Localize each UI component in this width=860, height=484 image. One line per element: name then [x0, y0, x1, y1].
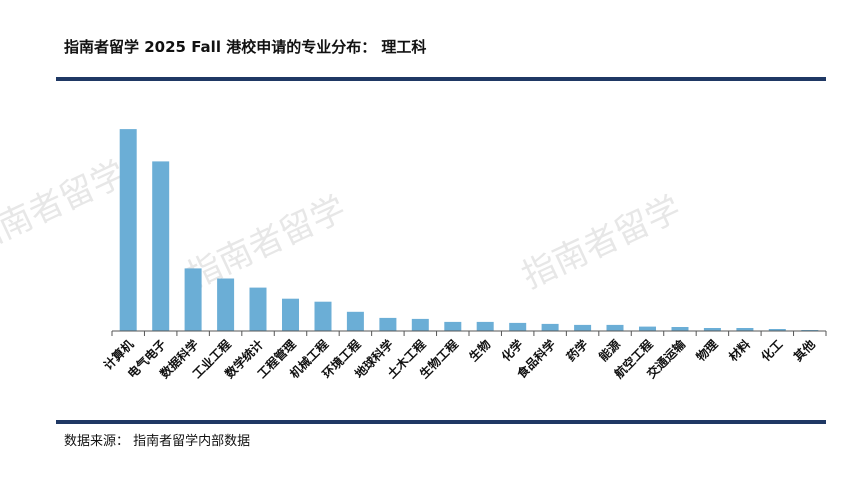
bar-19	[736, 328, 754, 331]
bar-7	[346, 311, 364, 331]
bottom-rule	[56, 420, 826, 424]
bar-8	[379, 317, 397, 331]
x-axis-ticks	[111, 331, 827, 336]
tick-label-19: 材料	[725, 337, 753, 365]
bar-3	[217, 278, 235, 331]
bar-17	[671, 327, 689, 331]
bar-6	[314, 301, 332, 331]
bars-group	[119, 129, 819, 331]
bar-13	[541, 323, 559, 331]
bar-2	[184, 268, 202, 331]
tick-label-11: 生物	[466, 337, 494, 365]
bar-14	[574, 324, 592, 331]
bar-9	[411, 318, 429, 331]
x-axis-tick-labels: 计算机电气电子数据科学工业工程数学统计工程管理机械工程环境工程地球科学土木工程生…	[100, 336, 818, 382]
tick-label-14: 药学	[563, 337, 591, 365]
bar-4	[249, 287, 267, 331]
bar-15	[606, 324, 624, 331]
bar-12	[509, 322, 527, 331]
bar-16	[639, 326, 656, 331]
tick-label-21: 其他	[790, 337, 818, 365]
tick-label-20: 化工	[758, 337, 786, 365]
bar-20	[768, 329, 786, 331]
bar-10	[444, 321, 462, 331]
tick-label-15: 能源	[596, 337, 624, 365]
chart-title: 指南者留学 2025 Fall 港校申请的专业分布： 理工科	[64, 38, 427, 56]
bar-1	[152, 161, 170, 331]
tick-label-12: 化学	[498, 337, 526, 365]
bar-11	[476, 321, 494, 331]
bar-5	[282, 298, 299, 331]
top-rule	[56, 77, 826, 81]
data-source-note: 数据来源： 指南者留学内部数据	[64, 434, 251, 449]
tick-label-18: 物理	[693, 337, 721, 365]
bar-18	[703, 328, 721, 331]
bar-0	[119, 129, 137, 331]
